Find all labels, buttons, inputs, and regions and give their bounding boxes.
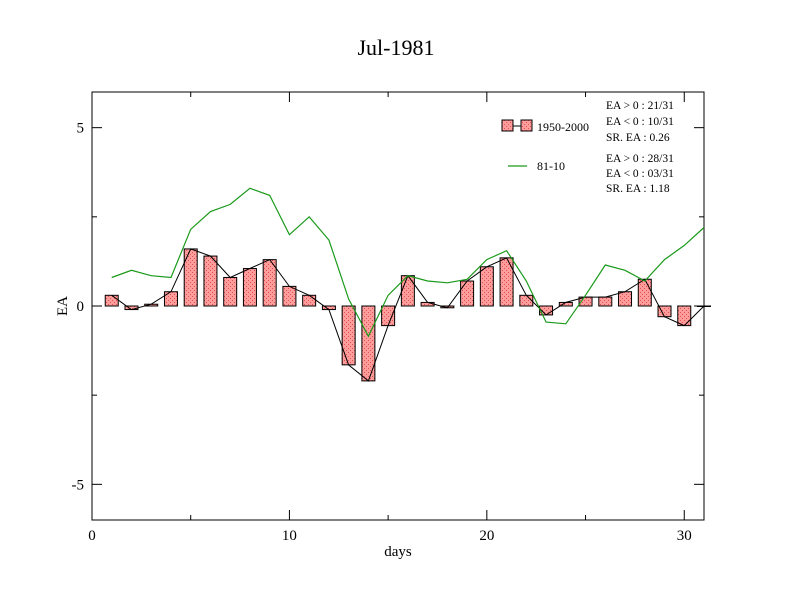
legend-stat-1950-2000-2: EA < 0 : 10/31 bbox=[606, 116, 674, 128]
legend-stat-81-10-2: EA < 0 : 03/31 bbox=[606, 168, 674, 180]
legend-swatch-1950-2000-a bbox=[501, 119, 514, 132]
bar-day-7 bbox=[223, 276, 238, 307]
x-axis-label: days bbox=[384, 544, 412, 560]
bar-day-27 bbox=[618, 291, 633, 307]
series-line-1950-2000 bbox=[111, 248, 705, 382]
bar-day-13 bbox=[341, 305, 356, 366]
y-axis-label: EA bbox=[55, 296, 71, 316]
bar-day-26 bbox=[598, 296, 613, 307]
bar-day-17 bbox=[420, 301, 435, 307]
legend-stat-1950-2000-1: EA > 0 : 21/31 bbox=[606, 100, 674, 112]
y-tick-label-0: 0 bbox=[77, 299, 85, 315]
bar-day-15 bbox=[381, 305, 396, 327]
y-tick-label-5: 5 bbox=[77, 121, 85, 137]
bar-day-14 bbox=[361, 305, 376, 382]
y-tick-label--5: -5 bbox=[72, 477, 85, 493]
bar-day-6 bbox=[203, 255, 218, 307]
bar-day-5 bbox=[183, 248, 198, 307]
legend-label-1950-2000: 1950-2000 bbox=[537, 120, 589, 134]
legend: 1950-2000 81-10 EA > 0 : 21/31 EA < 0 : 10/… bbox=[501, 100, 674, 195]
legend-stat-81-10-1: EA > 0 : 28/31 bbox=[606, 153, 674, 165]
x-tick-label-30: 30 bbox=[677, 528, 692, 544]
legend-label-81-10: 81-10 bbox=[537, 159, 565, 173]
bar-day-30 bbox=[677, 305, 692, 327]
x-tick-label-20: 20 bbox=[479, 528, 494, 544]
x-tick-label-10: 10 bbox=[282, 528, 297, 544]
legend-stat-81-10-3: SR. EA : 1.18 bbox=[606, 183, 670, 195]
bar-day-1 bbox=[104, 294, 119, 307]
bar-day-22 bbox=[519, 294, 534, 307]
bar-day-21 bbox=[499, 257, 514, 307]
bar-day-11 bbox=[302, 294, 317, 307]
bar-day-10 bbox=[282, 285, 297, 307]
bar-day-19 bbox=[460, 280, 475, 307]
legend-stat-1950-2000-3: SR. EA : 0.26 bbox=[606, 132, 670, 144]
chart-title: Jul-1981 bbox=[358, 35, 435, 60]
bar-day-4 bbox=[163, 291, 178, 307]
legend-swatch-1950-2000-b bbox=[520, 119, 533, 132]
x-tick-label-0: 0 bbox=[88, 528, 96, 544]
bar-day-20 bbox=[479, 266, 494, 307]
series-line-81-10 bbox=[111, 187, 705, 338]
plot-marks bbox=[104, 187, 711, 382]
bar-day-8 bbox=[242, 268, 257, 307]
axes: 0 10 20 30 -5 0 5 bbox=[72, 92, 704, 544]
bar-day-28 bbox=[637, 278, 652, 307]
